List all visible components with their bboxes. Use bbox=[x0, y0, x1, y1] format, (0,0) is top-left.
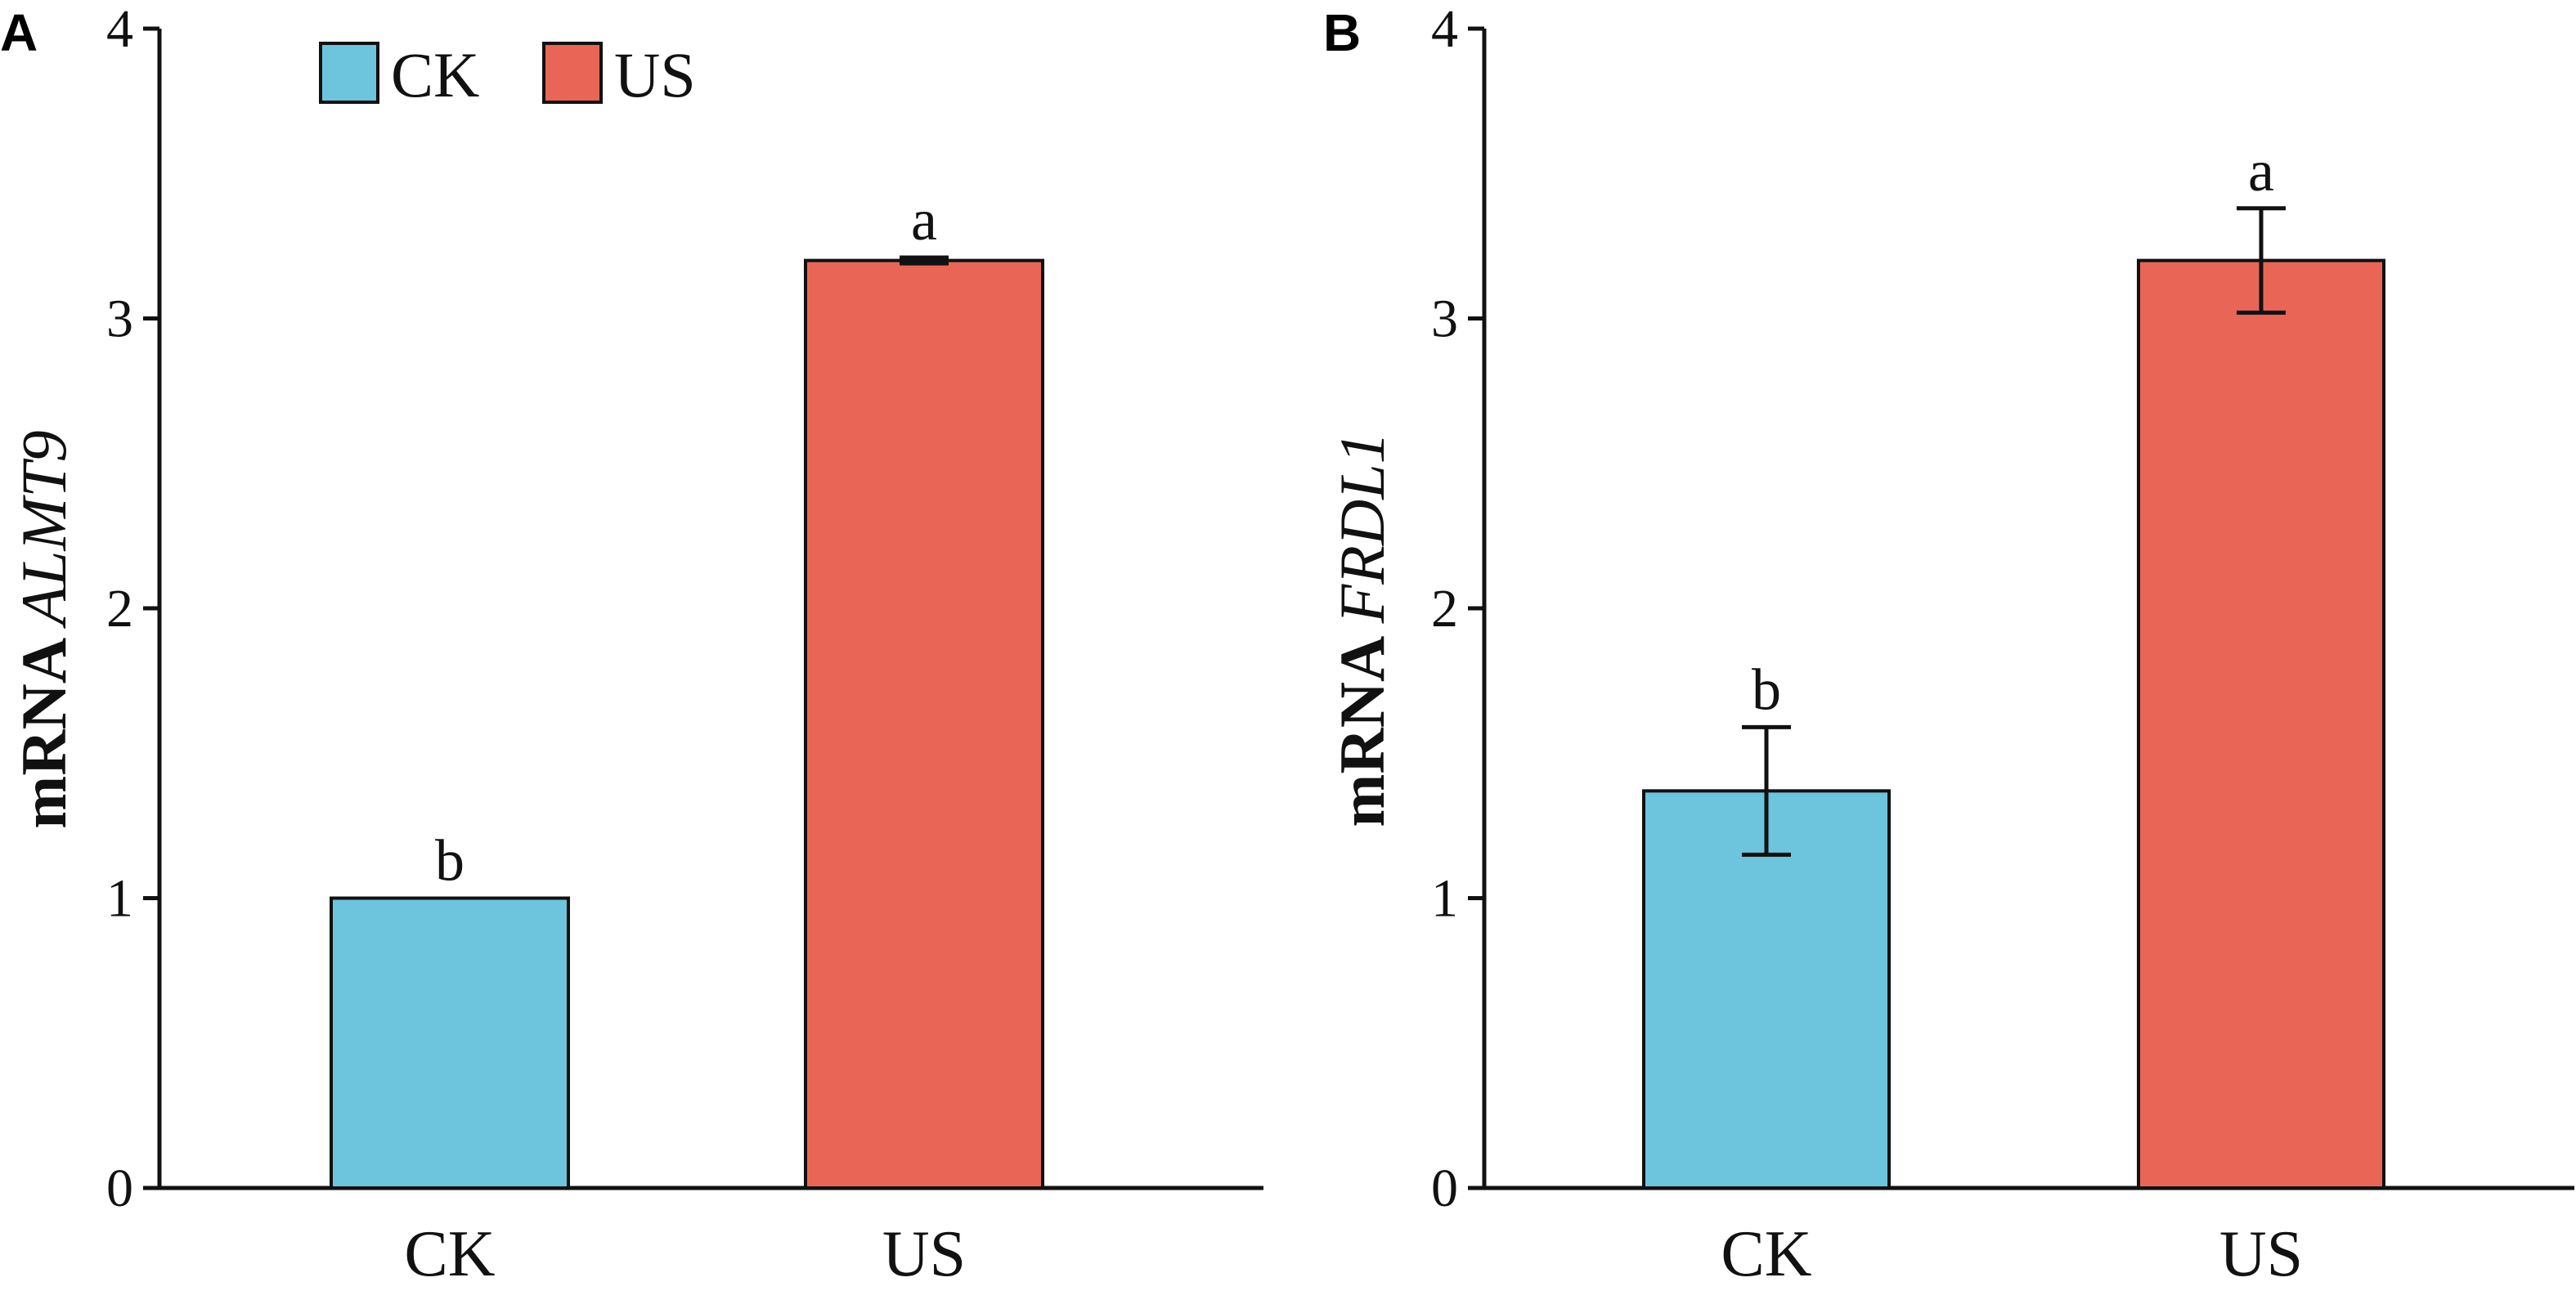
panel-b: B mRNA FRDL1 0 1 2 3 4 b CK a US bbox=[1323, 0, 2574, 1290]
panel-b-y-tick-label: 1 bbox=[1431, 869, 1458, 929]
panel-b-y-axis-label: mRNA FRDL1 bbox=[1326, 432, 1398, 827]
panel-a-y-tick-label: 1 bbox=[106, 869, 133, 929]
panel-a-y-tick-label: 0 bbox=[106, 1159, 133, 1218]
panel-a-significance-us: a bbox=[911, 187, 937, 253]
panel-a-y-axis-label: mRNA ALMT9 bbox=[8, 430, 79, 829]
panel-a: A mRNA ALMT9 0 1 2 3 4 b CK a US CK US bbox=[0, 0, 1263, 1290]
legend-swatch-us bbox=[542, 42, 603, 104]
panel-b-y-tick-label: 0 bbox=[1431, 1159, 1458, 1218]
panel-b-bar-us bbox=[2137, 258, 2385, 1190]
panel-b-significance-us: a bbox=[2248, 138, 2274, 204]
panel-b-error-bar-ck bbox=[1742, 724, 1791, 857]
panel-a-x-tick-label-ck: CK bbox=[404, 1218, 495, 1290]
panel-a-significance-ck: b bbox=[435, 828, 464, 894]
panel-b-x-tick-label-ck: CK bbox=[1721, 1218, 1811, 1290]
legend-swatch-ck bbox=[319, 42, 379, 104]
legend-label-us: US bbox=[614, 39, 696, 110]
panel-b-error-bar-us bbox=[2237, 206, 2286, 315]
panel-b-significance-ck: b bbox=[1752, 657, 1781, 722]
panel-a-y-tick-label: 4 bbox=[106, 0, 133, 59]
panel-b-bar-ck bbox=[1642, 789, 1891, 1190]
panel-a-x-tick-label-us: US bbox=[882, 1218, 966, 1290]
panel-b-y-tick-label: 3 bbox=[1431, 289, 1458, 349]
legend: CK US bbox=[319, 39, 696, 110]
panel-a-error-bar-us bbox=[900, 255, 949, 266]
panel-b-y-tick-label: 2 bbox=[1431, 579, 1458, 639]
panel-a-letter: A bbox=[0, 3, 38, 62]
legend-label-ck: CK bbox=[391, 39, 479, 110]
panel-b-y-tick-label: 4 bbox=[1431, 0, 1458, 59]
panel-a-bar-us bbox=[804, 258, 1044, 1190]
panel-a-bar-ck bbox=[330, 896, 570, 1190]
panel-a-y-tick-label: 2 bbox=[106, 579, 133, 639]
panel-b-letter: B bbox=[1323, 3, 1361, 62]
panel-a-y-tick-label: 3 bbox=[106, 289, 133, 349]
panel-b-x-tick-label-us: US bbox=[2219, 1218, 2303, 1290]
